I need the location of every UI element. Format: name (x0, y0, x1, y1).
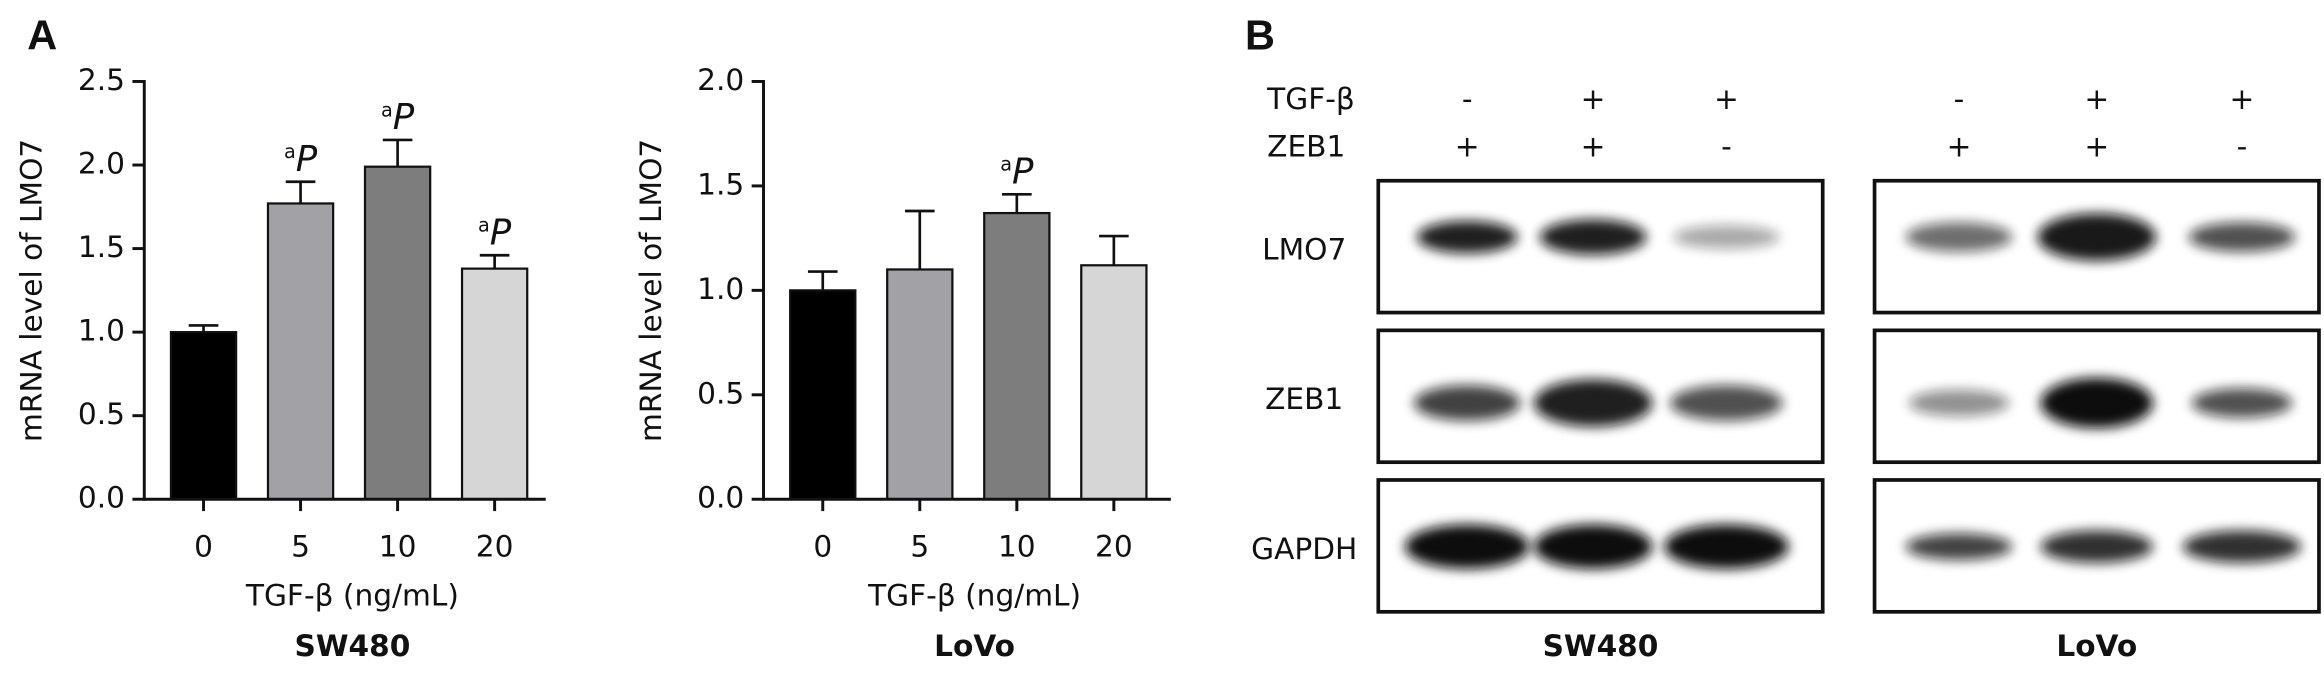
x-tick-label: 20 (476, 530, 514, 564)
x-tick-label: 5 (910, 530, 929, 564)
blot-frame (1376, 478, 1825, 614)
blot-band (1673, 225, 1780, 249)
significance: aP (478, 213, 512, 254)
x-tick-label: 0 (813, 530, 832, 564)
blot-band (1905, 222, 2013, 252)
condition-sign: + (2084, 130, 2109, 164)
error-bar (479, 253, 510, 269)
blot-frame (1872, 178, 2321, 315)
error-bar (1002, 192, 1032, 214)
condition-sign: + (1947, 130, 1972, 164)
x-tick-label: 5 (291, 530, 310, 564)
condition-sign: + (1714, 82, 1739, 116)
blot-row-label: LMO7 (1262, 233, 1346, 267)
bar (789, 289, 857, 501)
chart-subtitle: SW480 (295, 629, 411, 663)
blot-frame (1376, 178, 1825, 315)
panel-label: A (27, 11, 57, 58)
error-bar (807, 270, 838, 291)
bar (266, 202, 335, 501)
significance-text: P (296, 139, 318, 180)
y-tick-label: 1.5 (78, 230, 125, 264)
blot-frame (1872, 478, 2321, 614)
blot-band (2182, 530, 2302, 563)
y-tick-label: 1.0 (697, 272, 744, 306)
error-bar (1099, 234, 1129, 266)
condition-label: ZEB1 (1267, 130, 1345, 164)
blot-band (2188, 222, 2296, 252)
condition-label: TGF-β (1266, 82, 1355, 116)
significance-sup: a (1000, 152, 1012, 175)
bar (983, 211, 1051, 501)
error-bar (904, 209, 935, 270)
error-bar (188, 324, 219, 333)
panel-label: B (1245, 11, 1275, 58)
blot-frame (1872, 328, 2321, 465)
bar (169, 331, 238, 501)
significance-sup: a (284, 140, 296, 163)
significance: aP (284, 139, 318, 180)
condition-sign: - (1954, 82, 1965, 116)
x-axis-label: TGF-β (ng/mL) (867, 579, 1081, 613)
condition-sign: + (1581, 130, 1606, 164)
significance-text: P (393, 97, 415, 138)
bar (363, 165, 432, 501)
y-axis-label: mRNA level of LMO7 (15, 139, 49, 442)
bar (1080, 264, 1148, 501)
condition-sign: - (1462, 82, 1473, 116)
blot-row-label: ZEB1 (1265, 382, 1343, 416)
error-bar (382, 138, 413, 167)
significance-text: P (490, 213, 512, 254)
blot-frame (1376, 328, 1825, 465)
significance-sup: a (381, 98, 393, 121)
x-tick-label: 0 (194, 530, 213, 564)
y-tick-label: 1.0 (78, 314, 125, 348)
blot-band (1533, 524, 1653, 569)
y-tick-label: 2.0 (78, 147, 125, 181)
cell-line-label: LoVo (2056, 629, 2137, 663)
condition-sign: - (2237, 130, 2248, 164)
blot-band (2040, 530, 2154, 563)
blot-band (1664, 524, 1789, 569)
condition-sign: + (2084, 82, 2109, 116)
y-tick-label: 2.0 (697, 63, 744, 97)
y-tick-label: 0.5 (697, 376, 744, 410)
y-tick-label: 1.5 (697, 167, 744, 201)
blot-band (2037, 213, 2157, 261)
y-tick-label: 0.5 (78, 397, 125, 431)
x-axis-label: TGF-β (ng/mL) (245, 579, 459, 613)
error-bar (285, 180, 316, 204)
condition-sign: + (1581, 82, 1606, 116)
y-axis-label: mRNA level of LMO7 (634, 139, 668, 442)
x-tick-label: 20 (1095, 530, 1133, 564)
y-tick-label: 0.0 (78, 481, 125, 515)
condition-sign: + (2230, 82, 2255, 116)
blot-band (1413, 385, 1521, 421)
blot-row-label: GAPDH (1251, 532, 1357, 566)
condition-sign: - (1721, 130, 1732, 164)
x-tick-label: 10 (998, 530, 1036, 564)
blot-band (1416, 220, 1518, 254)
cell-line-label: SW480 (1543, 629, 1659, 663)
condition-sign: + (1455, 130, 1480, 164)
significance-sup: a (478, 213, 490, 236)
blot-band (1670, 385, 1783, 421)
significance: aP (1000, 152, 1034, 193)
blot-band (2191, 388, 2293, 418)
significance-text: P (1012, 152, 1034, 193)
y-tick-label: 2.5 (78, 63, 125, 97)
blot-band (1404, 524, 1530, 569)
blot-band (1908, 389, 2010, 417)
chart-subtitle: LoVo (934, 629, 1015, 663)
blot-band (1539, 219, 1647, 255)
x-tick-label: 10 (379, 530, 417, 564)
y-tick-label: 0.0 (697, 481, 744, 515)
blot-band (1905, 533, 2013, 560)
blot-band (2040, 377, 2154, 429)
significance: aP (381, 97, 415, 138)
blot-band (1533, 379, 1653, 427)
bar (886, 268, 954, 501)
bar (460, 267, 529, 501)
